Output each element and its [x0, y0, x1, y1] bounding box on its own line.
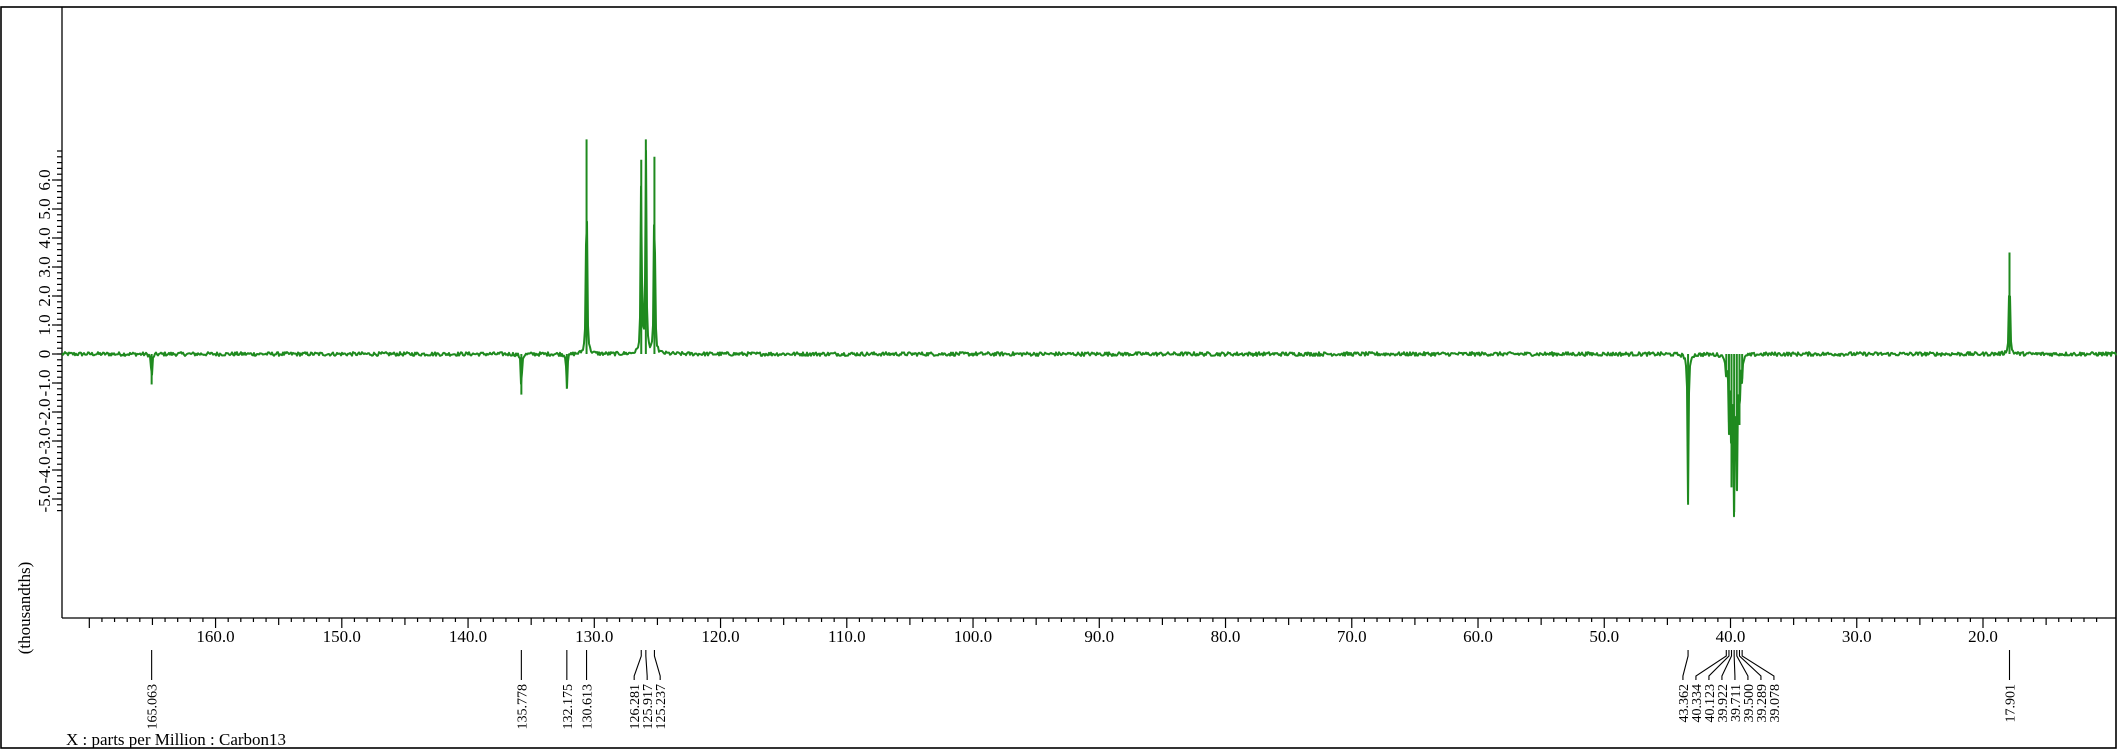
y-tick-label: -4.0 — [35, 457, 54, 484]
y-tick-label: 3.0 — [35, 256, 54, 277]
peak-label: 39.500 — [1742, 684, 1757, 723]
y-tick-label: -1.0 — [35, 370, 54, 397]
y-axis: 6.0 5.0 4.0 3.0 2.0 1.0 0 -1.0 -2.0 -3.0 -4.0 -5.0 — [35, 7, 63, 618]
x-tick-label: 150.0 — [323, 627, 361, 646]
peak-leader-line — [1733, 650, 1736, 680]
y-tick-label: 1.0 — [35, 314, 54, 335]
peak-label: 165.063 — [146, 684, 161, 730]
peak-label: 17.901 — [2003, 684, 2018, 723]
plot-frame — [0, 6, 2117, 749]
x-axis: 160.0 150.0 140.0 130.0 120.0 110.0 100.0 90.0 8… — [62, 617, 2116, 646]
x-tick-label: 160.0 — [196, 627, 234, 646]
peak-labels: 165.063 135.778 132.175 130.613 126.281125.9… — [146, 650, 2018, 730]
peak-label: 130.613 — [581, 684, 596, 730]
peak-label: 39.922 — [1716, 684, 1731, 723]
x-tick-label: 130.0 — [575, 627, 613, 646]
y-axis-title: (thousandths) — [15, 562, 34, 655]
y-tick-label: -5.0 — [35, 486, 54, 513]
x-axis-title: X : parts per Million : Carbon13 — [66, 730, 286, 749]
peak-leader-line — [1736, 650, 1749, 680]
peak-label: 126.281 — [628, 684, 643, 730]
y-tick-label: 6.0 — [35, 169, 54, 190]
x-tick-label: 20.0 — [1968, 627, 1998, 646]
x-tick-label: 60.0 — [1463, 627, 1493, 646]
peak-leader-line — [653, 650, 661, 680]
peak-leader-line — [1682, 650, 1689, 680]
peak-label: 40.334 — [1690, 684, 1705, 723]
y-tick-label: 5.0 — [35, 198, 54, 219]
peak-label: 135.778 — [515, 684, 530, 730]
spectrum-series — [61, 139, 2117, 518]
x-tick-label: 80.0 — [1211, 627, 1241, 646]
peak-leader-line — [1695, 650, 1727, 680]
peak-leader-line — [645, 650, 648, 680]
peak-label: 125.917 — [641, 684, 656, 730]
peak-leader-line — [1738, 650, 1762, 680]
spectrum-trace — [61, 149, 2117, 518]
peak-label: 43.362 — [1677, 684, 1692, 723]
peak-leader-line — [1721, 650, 1733, 680]
peak-label: 39.289 — [1755, 684, 1770, 723]
y-tick-label: 2.0 — [35, 285, 54, 306]
x-tick-label: 120.0 — [701, 627, 739, 646]
x-tick-label: 30.0 — [1842, 627, 1872, 646]
peak-leader-line — [1741, 650, 1775, 680]
y-tick-label: 0 — [35, 350, 54, 359]
x-tick-label: 100.0 — [954, 627, 992, 646]
y-tick-label: 4.0 — [35, 227, 54, 248]
peak-label: 39.078 — [1768, 684, 1783, 723]
x-tick-label: 140.0 — [449, 627, 487, 646]
x-tick-label: 110.0 — [828, 627, 866, 646]
y-tick-label: -3.0 — [35, 428, 54, 455]
x-tick-label: 50.0 — [1589, 627, 1619, 646]
x-tick-label: 40.0 — [1716, 627, 1746, 646]
peak-leader-line — [633, 650, 642, 680]
peak-label: 125.237 — [654, 684, 669, 730]
x-tick-label: 70.0 — [1337, 627, 1367, 646]
peak-label: 132.175 — [561, 684, 576, 730]
peak-label: 40.123 — [1703, 684, 1718, 723]
x-tick-label: 90.0 — [1084, 627, 1114, 646]
y-tick-label: -2.0 — [35, 399, 54, 426]
peak-leader-line — [1708, 650, 1730, 680]
peak-label: 39.711 — [1729, 684, 1744, 722]
